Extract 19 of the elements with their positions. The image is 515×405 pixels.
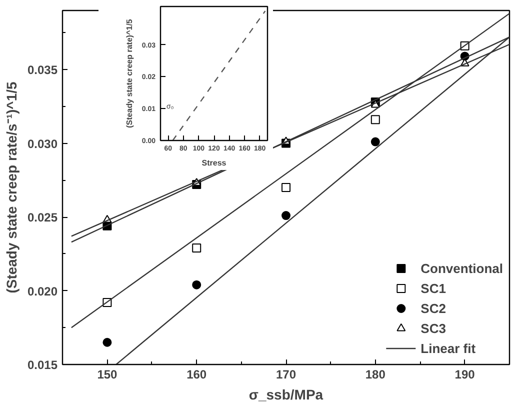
- x-tick-label: 180: [365, 368, 386, 382]
- legend-label: SC2: [420, 300, 446, 316]
- x-tick-label: 160: [186, 368, 207, 382]
- x-tick-label: 190: [454, 368, 476, 382]
- y-tick-label: 0.015: [27, 358, 58, 372]
- y-tick-label: 0.035: [27, 63, 58, 77]
- y-tick-label: 0.020: [27, 284, 58, 298]
- x-tick-label: 150: [97, 368, 118, 382]
- y-tick-label: 0.025: [27, 210, 58, 224]
- y-tick-label: 0.030: [27, 136, 58, 151]
- y-axis-title: (Steady state creep rate/s⁻¹)^1/5: [3, 81, 20, 294]
- y-axis-title: (Steady state creep rate)^1/5: [124, 18, 134, 128]
- x-axis-title: σ_ssb/MPa: [248, 386, 324, 402]
- legend-label: SC3: [420, 320, 446, 336]
- x-tick-label: 170: [276, 368, 296, 382]
- legend-label: Conventional: [420, 260, 503, 276]
- legend-label: SC1: [420, 280, 446, 296]
- legend-label: Linear fit: [420, 340, 476, 356]
- x-axis-title: Stress: [202, 158, 227, 168]
